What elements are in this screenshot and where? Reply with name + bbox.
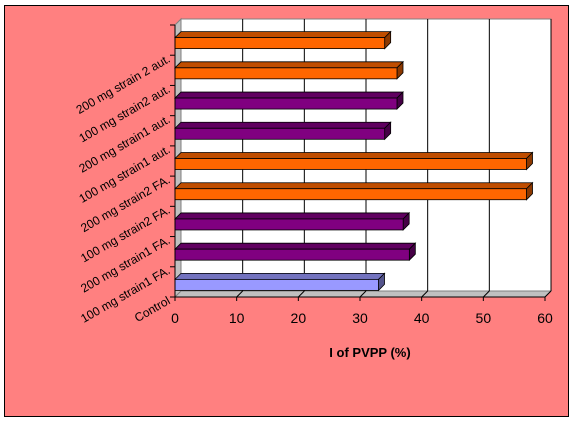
x-axis-ticks: 0 10 20 30 40 50 60 — [170, 24, 553, 326]
gridline-floor — [297, 290, 305, 298]
x-tick-label: 50 — [476, 310, 492, 326]
bar-front-face — [174, 278, 379, 291]
x-axis-title: I of PVPP (%) — [329, 345, 410, 360]
bar-top-face — [174, 61, 404, 69]
bar-front-face — [174, 218, 404, 231]
bar-top-face — [174, 182, 534, 190]
bar-top-face — [174, 31, 392, 39]
bar — [174, 91, 404, 111]
bar — [174, 181, 534, 201]
gridline-floor — [482, 290, 490, 298]
bar-top-face — [174, 242, 417, 250]
chart-area — [4, 5, 569, 417]
bar-front-face — [174, 127, 386, 140]
bar — [174, 272, 386, 292]
bar-front-face — [174, 248, 410, 261]
bar-top-face — [174, 91, 404, 99]
bar — [174, 121, 392, 141]
bar-top-face — [174, 152, 534, 159]
bar-front-face — [174, 158, 527, 170]
gridline-floor — [359, 290, 367, 298]
bar-front-face — [174, 67, 398, 80]
bar-front-face — [174, 188, 527, 201]
bar-front-face — [174, 97, 398, 110]
bar-top-face — [174, 121, 392, 129]
bar — [174, 30, 392, 50]
bar-top-face — [174, 272, 386, 280]
x-tick-label: 0 — [171, 310, 179, 326]
bar-top-face — [174, 212, 411, 220]
x-tick-label: 20 — [291, 310, 307, 326]
bar — [174, 151, 534, 171]
gridline-floor — [236, 290, 244, 298]
bar — [174, 60, 404, 80]
x-tick-label: 10 — [229, 310, 245, 326]
x-tick-label: 40 — [414, 310, 430, 326]
x-tick-label: 30 — [352, 310, 368, 326]
bar — [174, 242, 417, 262]
bar-front-face — [174, 37, 386, 50]
x-tick-label: 60 — [537, 310, 553, 326]
bar — [174, 211, 411, 231]
bars — [174, 30, 534, 292]
gridline-floor — [421, 290, 429, 298]
gridline-floor — [544, 290, 552, 298]
